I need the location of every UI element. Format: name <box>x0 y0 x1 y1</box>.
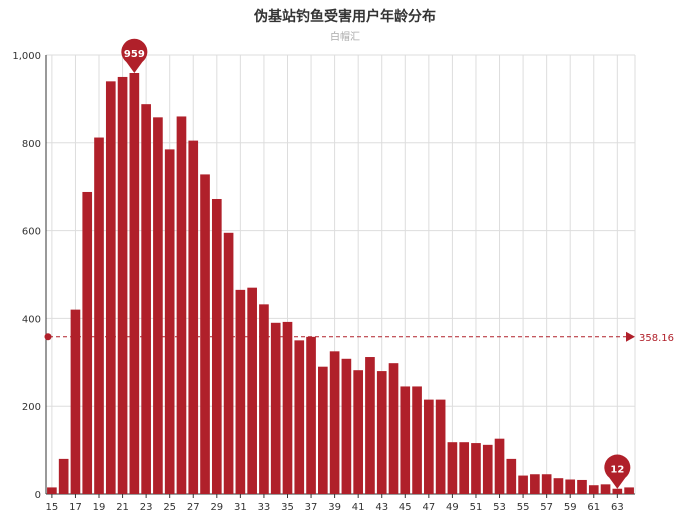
x-tick-label: 43 <box>375 502 388 513</box>
x-tick-label: 57 <box>540 502 553 513</box>
bar[interactable] <box>600 484 611 494</box>
bar[interactable] <box>247 287 257 494</box>
bar[interactable] <box>82 191 93 494</box>
x-tick-label: 15 <box>46 502 59 513</box>
x-tick-label: 39 <box>328 502 341 513</box>
bar[interactable] <box>141 104 151 494</box>
bar[interactable] <box>176 116 187 495</box>
markpoint-label: 12 <box>610 465 624 476</box>
x-tick-label: 17 <box>69 502 82 513</box>
x-tick-label: 35 <box>281 502 294 513</box>
bar[interactable] <box>471 443 481 494</box>
bar[interactable] <box>223 232 234 495</box>
x-tick-label: 47 <box>422 502 435 513</box>
markpoint-label: 959 <box>124 49 145 60</box>
bar[interactable] <box>353 370 363 494</box>
x-tick-label: 31 <box>234 502 247 513</box>
x-tick-label: 41 <box>352 502 365 513</box>
bar[interactable] <box>482 444 493 494</box>
bar[interactable] <box>541 474 552 494</box>
bar[interactable] <box>376 371 387 494</box>
bar[interactable] <box>459 442 470 494</box>
bar[interactable] <box>400 386 411 494</box>
chart-title: 伪基站钓鱼受害用户年龄分布 <box>254 9 436 25</box>
bar[interactable] <box>329 351 340 494</box>
markpoint-pin <box>121 38 148 73</box>
y-tick-label: 0 <box>35 490 41 501</box>
markpoint-pin <box>604 454 631 489</box>
x-tick-label: 37 <box>305 502 318 513</box>
bar[interactable] <box>530 474 540 494</box>
y-tick-label: 800 <box>22 139 41 150</box>
bar[interactable] <box>365 357 375 494</box>
bar[interactable] <box>129 72 140 495</box>
x-tick-label: 51 <box>470 502 483 513</box>
x-tick-label: 45 <box>399 502 412 513</box>
x-tick-label: 55 <box>517 502 530 513</box>
y-tick-label: 200 <box>22 402 41 413</box>
x-tick-label: 61 <box>587 502 600 513</box>
bar[interactable] <box>435 399 446 494</box>
bar[interactable] <box>447 442 458 494</box>
bar[interactable] <box>94 137 104 495</box>
bar[interactable] <box>294 340 305 494</box>
y-tick-label: 400 <box>22 314 41 325</box>
bar[interactable] <box>164 149 175 494</box>
bar[interactable] <box>270 322 281 494</box>
bar[interactable] <box>577 479 587 494</box>
bar[interactable] <box>318 366 328 494</box>
x-tick-label: 21 <box>116 502 129 513</box>
average-line-start-dot <box>44 333 52 341</box>
bar[interactable] <box>200 174 210 494</box>
bar[interactable] <box>494 438 505 494</box>
y-tick-label: 600 <box>22 227 41 238</box>
bar[interactable] <box>188 140 199 495</box>
average-line-arrow <box>626 331 635 342</box>
bar[interactable] <box>211 198 222 494</box>
bar[interactable] <box>58 458 69 494</box>
x-tick-label: 59 <box>564 502 577 513</box>
bar[interactable] <box>612 488 623 494</box>
x-tick-label: 27 <box>187 502 200 513</box>
x-tick-label: 63 <box>611 502 624 513</box>
chart-subtitle: 白帽汇 <box>330 32 360 43</box>
bar[interactable] <box>117 76 128 494</box>
bar[interactable] <box>553 478 564 494</box>
bar[interactable] <box>235 289 246 494</box>
x-tick-label: 23 <box>140 502 153 513</box>
bar[interactable] <box>588 485 599 494</box>
bar[interactable] <box>424 399 434 494</box>
bar[interactable] <box>259 304 269 494</box>
bar[interactable] <box>47 487 57 494</box>
bar[interactable] <box>565 479 576 494</box>
x-tick-label: 33 <box>258 502 271 513</box>
bar[interactable] <box>282 321 293 494</box>
x-tick-label: 53 <box>493 502 506 513</box>
bar[interactable] <box>624 487 634 494</box>
bar[interactable] <box>105 81 116 494</box>
average-line-label: 358.16 <box>639 333 674 344</box>
bar[interactable] <box>153 117 163 494</box>
x-tick-label: 49 <box>446 502 459 513</box>
bar[interactable] <box>70 309 81 494</box>
bar[interactable] <box>388 363 399 494</box>
bar[interactable] <box>412 386 422 494</box>
bar[interactable] <box>306 336 316 494</box>
x-tick-label: 25 <box>163 502 176 513</box>
y-tick-label: 1,000 <box>12 51 41 62</box>
x-tick-label: 19 <box>93 502 106 513</box>
bar[interactable] <box>518 475 528 494</box>
bar[interactable] <box>341 358 352 494</box>
bar[interactable] <box>506 458 517 494</box>
x-tick-label: 29 <box>210 502 223 513</box>
